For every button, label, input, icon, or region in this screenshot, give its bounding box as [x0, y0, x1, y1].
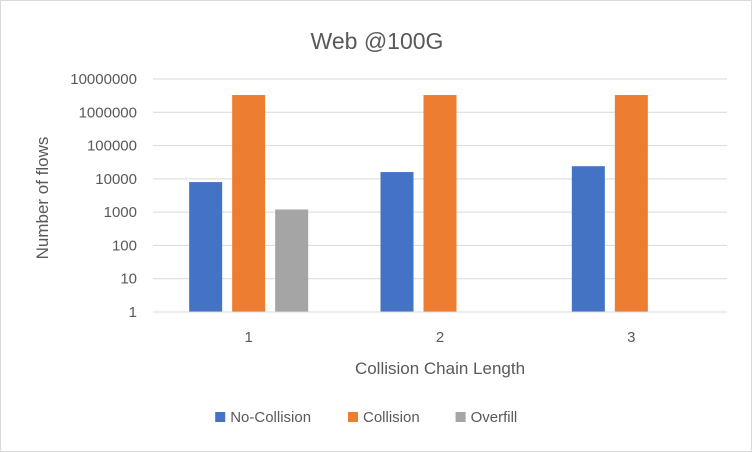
bar-no-collision-3 [571, 166, 605, 312]
y-tick-label: 10 [120, 271, 137, 288]
y-tick-label: 1 [129, 304, 137, 321]
legend-label-overfill: Overfill [471, 409, 518, 426]
x-tick-label: 1 [244, 329, 252, 346]
bar-collision-2 [423, 95, 457, 312]
x-axis-ticks: 1 2 3 [244, 329, 635, 346]
bar-collision-3 [614, 95, 648, 312]
x-tick-label: 3 [627, 329, 635, 346]
x-axis-title: Collision Chain Length [355, 359, 525, 378]
y-tick-label: 10000000 [70, 71, 137, 88]
y-tick-label: 1000 [104, 204, 137, 221]
legend-label-collision: Collision [363, 409, 420, 426]
bar-no-collision-2 [380, 172, 414, 312]
bar-no-collision-1 [189, 182, 223, 312]
y-tick-label: 1000000 [79, 104, 137, 121]
bar-overfill-1 [275, 209, 309, 312]
bar-collision-1 [232, 95, 266, 312]
bars [189, 95, 648, 312]
legend-swatch-overfill [455, 412, 466, 422]
legend-label-no-collision: No-Collision [230, 409, 311, 426]
x-tick-label: 2 [436, 329, 444, 346]
legend-swatch-collision [348, 412, 358, 422]
chart-title: Web @100G [311, 28, 444, 54]
y-tick-label: 100 [112, 237, 137, 254]
legend-swatch-no-collision [215, 412, 226, 422]
legend: No-Collision Collision Overfill [215, 409, 517, 426]
y-axis-ticks: 1 10 100 1000 10000 100000 1000000 10000000 [70, 71, 137, 321]
y-tick-label: 100000 [87, 138, 137, 155]
y-axis-title: Number of flows [33, 137, 52, 260]
y-tick-label: 10000 [95, 171, 137, 188]
